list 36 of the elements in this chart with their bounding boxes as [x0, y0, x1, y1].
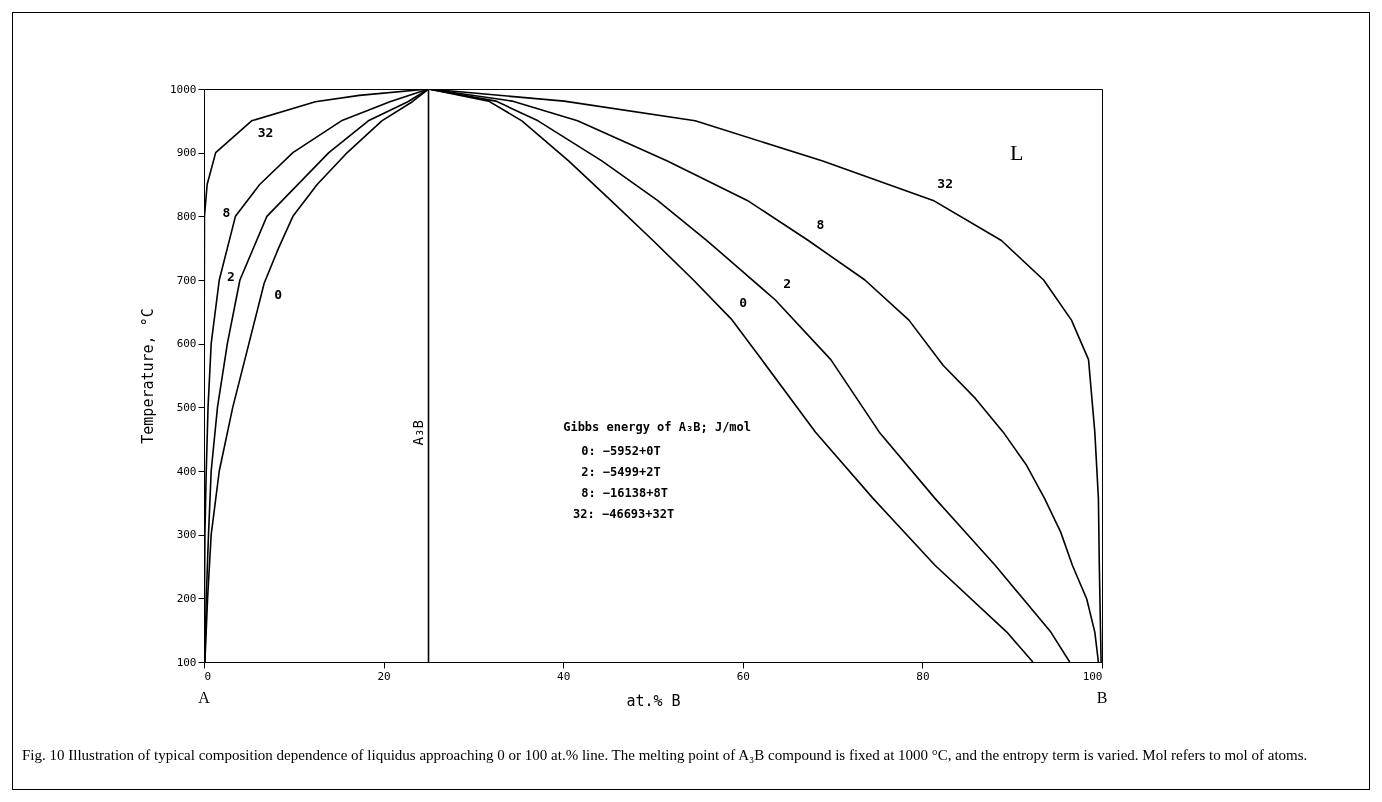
- y-tick-label: 200: [176, 591, 197, 605]
- y-tick-label: 1000: [170, 82, 197, 96]
- series-label: 32: [257, 124, 274, 140]
- series-label: 8: [222, 205, 231, 221]
- series-label: 0: [274, 287, 283, 303]
- y-tick-label: 600: [176, 337, 197, 351]
- x-tick-label: 20: [377, 669, 391, 683]
- y-tick-label: 100: [176, 655, 197, 669]
- text: 2: [783, 275, 792, 291]
- x-tick-label: 80: [916, 669, 930, 683]
- y-tick-label: 900: [176, 146, 197, 160]
- annotation: Gibbs energy of A₃B; J/mol: [563, 420, 752, 434]
- x-axis-title: at.% B: [626, 691, 681, 710]
- caption: Fig. 10 Illustration of typical composition dependence of liquidus approaching 0 or 100 at.% line. The melting point of A₃B compound is fixed at 1000 °C, and the entropy term is varied. Mol refers to mol of atoms.: [22, 746, 1309, 764]
- ref-line-label: A₃B: [409, 420, 426, 446]
- y-axis-title: Temperature, °C: [139, 308, 158, 444]
- annotation: 2: −5499+2T: [581, 465, 661, 479]
- y-tick-label: 300: [176, 528, 197, 542]
- y-tick-label: 400: [176, 464, 197, 478]
- series-label: 2: [227, 269, 235, 284]
- annotation: 8: −16138+8T: [581, 486, 668, 500]
- text: 8: [816, 216, 825, 232]
- text: 0: [739, 294, 748, 310]
- x-tick-label: 100: [1082, 669, 1103, 683]
- annotation: 0: −5952+0T: [581, 444, 661, 458]
- x-tick-label: 60: [736, 669, 750, 683]
- y-tick-label: 500: [176, 400, 197, 414]
- text: B: [1096, 689, 1108, 706]
- x-tick-label: 0: [204, 669, 212, 683]
- text: 32: [937, 176, 953, 192]
- y-tick-label: 800: [176, 209, 197, 223]
- annotation: L: [1009, 140, 1024, 165]
- x-tick-label: 40: [557, 669, 571, 683]
- annotation: 32: −46693+32T: [573, 507, 675, 521]
- y-tick-label: 700: [176, 273, 197, 287]
- text: A: [198, 689, 211, 706]
